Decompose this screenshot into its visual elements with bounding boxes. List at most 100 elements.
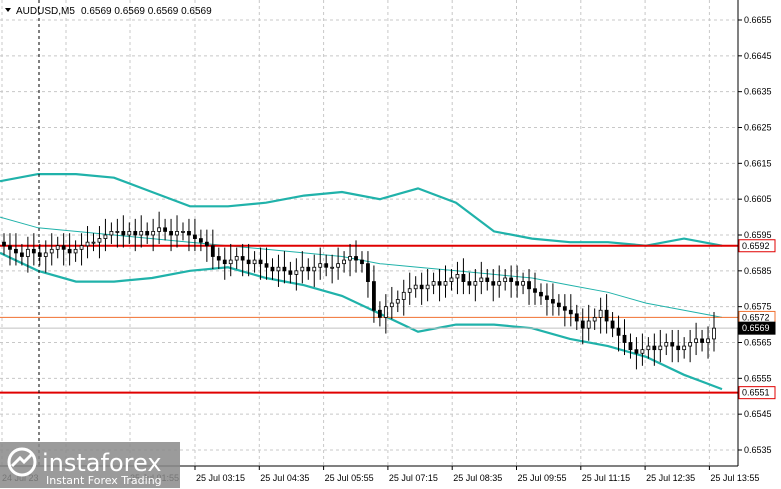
y-tick-label: 0.6595 xyxy=(744,230,772,240)
candlestick xyxy=(276,254,281,287)
candlestick xyxy=(204,229,209,262)
candlestick xyxy=(145,222,150,244)
candlestick xyxy=(216,247,221,270)
x-tick-label: 25 Jul 04:35 xyxy=(260,473,309,483)
candlestick xyxy=(556,294,561,316)
candlestick xyxy=(2,233,6,255)
candlestick xyxy=(300,251,305,284)
candlestick xyxy=(234,247,239,270)
candlestick xyxy=(169,218,173,252)
candlestick xyxy=(503,269,508,291)
candlestick xyxy=(193,218,197,252)
candlestick xyxy=(49,233,54,266)
candlestick xyxy=(151,218,156,252)
candlestick xyxy=(688,329,693,363)
bollinger-middle-line xyxy=(0,216,723,318)
candlestick xyxy=(449,269,454,291)
candlestick xyxy=(133,218,138,252)
triangle-down-icon[interactable] xyxy=(5,8,11,12)
candlestick xyxy=(479,261,484,295)
candlestick xyxy=(437,269,442,302)
candlestick xyxy=(473,269,478,302)
candlestick xyxy=(294,258,299,291)
price-label-red: 0.6592 xyxy=(742,241,770,251)
candlestick xyxy=(121,215,126,248)
candlestick xyxy=(330,254,335,284)
candlestick xyxy=(586,304,591,341)
candlestick xyxy=(401,279,406,316)
price-label-box xyxy=(738,239,776,253)
x-tick-label: 25 Jul 12:35 xyxy=(646,473,695,483)
candlestick xyxy=(37,243,42,266)
candlesticks xyxy=(2,211,716,370)
candlestick xyxy=(19,243,24,266)
candlestick xyxy=(306,258,311,280)
candlestick xyxy=(580,308,585,345)
candlestick xyxy=(551,283,555,316)
x-tick-label: 25 Jul 08:35 xyxy=(453,473,502,483)
candlestick xyxy=(670,329,675,363)
candlestick xyxy=(652,333,657,366)
price-label-orange: 0.6572 xyxy=(742,312,770,322)
candlestick xyxy=(383,294,388,334)
candlestick xyxy=(67,233,72,266)
candlestick xyxy=(443,265,448,298)
candlestick xyxy=(282,251,287,284)
candlestick xyxy=(658,329,663,363)
x-tick-label: 25 Jul 05:55 xyxy=(325,473,374,483)
y-tick-label: 0.6545 xyxy=(744,409,772,419)
watermark-tagline: Instant Forex Trading xyxy=(46,474,162,487)
candlestick xyxy=(366,251,370,298)
y-tick-label: 0.6535 xyxy=(744,445,772,455)
candlestick xyxy=(228,243,233,277)
candlestick xyxy=(181,222,185,241)
instaforex-watermark: instaforex Instant Forex Trading xyxy=(0,442,180,488)
candlestick xyxy=(336,247,341,280)
bollinger-upper-line xyxy=(0,173,723,247)
candlestick xyxy=(240,243,245,277)
candlestick xyxy=(79,233,84,266)
candlestick xyxy=(73,240,78,262)
candlestick xyxy=(407,272,412,305)
candlestick xyxy=(198,229,203,252)
candlestick xyxy=(497,265,502,298)
y-tick-label: 0.6585 xyxy=(744,266,772,276)
x-tick-label: 25 Jul 09:55 xyxy=(518,473,567,483)
candlestick xyxy=(61,233,66,266)
candlestick xyxy=(628,333,633,359)
chart-header[interactable]: AUDUSD,M5 0.6569 0.6569 0.6569 0.6569 xyxy=(5,6,212,17)
candlestick xyxy=(509,265,514,298)
candlestick xyxy=(491,269,496,302)
candlestick xyxy=(246,243,251,277)
candlestick xyxy=(43,240,48,273)
ohlc-values: 0.6569 0.6569 0.6569 0.6569 xyxy=(81,6,212,17)
price-label-current: 0.6569 xyxy=(742,323,770,333)
watermark-background xyxy=(0,442,180,488)
candlestick xyxy=(467,272,472,295)
bollinger-lower-line xyxy=(0,251,723,391)
x-tick-label: 25 Jul 07:15 xyxy=(389,473,438,483)
candlestick xyxy=(377,301,382,327)
candlestick xyxy=(413,276,418,298)
candlestick xyxy=(682,337,687,359)
candlestick xyxy=(634,337,639,370)
y-tick-label: 0.6565 xyxy=(744,338,772,348)
candlestick xyxy=(640,333,645,366)
candlestick xyxy=(568,294,573,327)
chart-grid xyxy=(0,0,738,466)
candlestick xyxy=(545,283,549,316)
y-tick-label: 0.6625 xyxy=(744,123,772,133)
y-axis-ticks: 0.6655 0.6645 0.6635 0.6625 0.6615 0.6605 0.65… xyxy=(738,15,772,455)
candlestick xyxy=(318,247,323,280)
candlestick xyxy=(115,218,120,248)
candlestick xyxy=(622,319,627,356)
candlestick xyxy=(592,308,597,330)
candlestick xyxy=(527,269,531,305)
candlestick xyxy=(55,236,60,259)
candlestick xyxy=(574,304,579,330)
candlestick xyxy=(694,322,699,356)
candlestick xyxy=(258,247,263,280)
candlestick xyxy=(646,337,651,359)
